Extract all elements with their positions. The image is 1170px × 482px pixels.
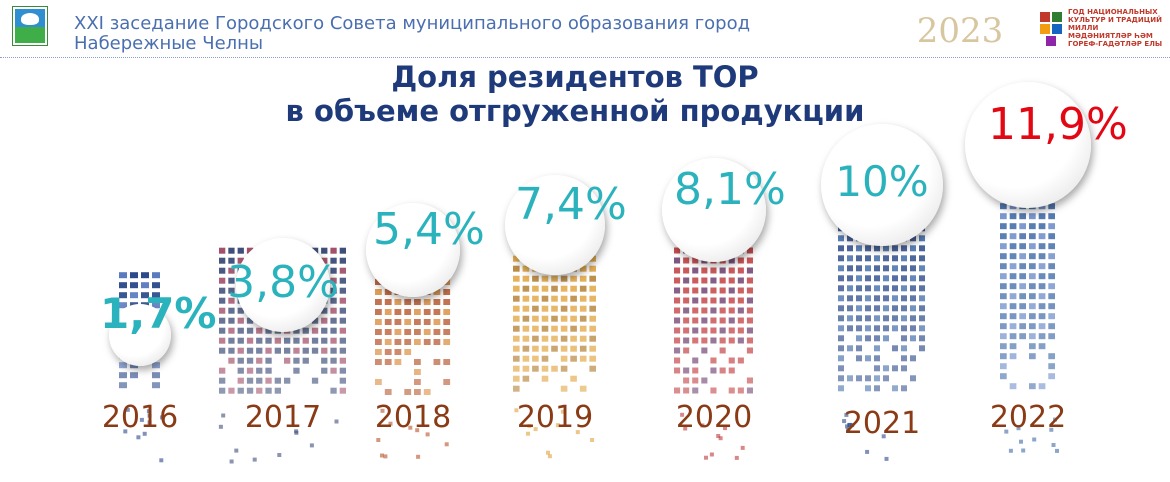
data-label-2022: 11,9% (988, 99, 1128, 150)
title-line-1: Доля резидентов ТОР (391, 60, 759, 94)
value-bubble-2020 (662, 158, 766, 262)
data-label-2021: 10% (835, 157, 929, 206)
value-bubble-2017 (236, 238, 330, 332)
header-divider (0, 57, 1170, 58)
header: XXI заседание Городского Совета муниципа… (0, 0, 1170, 58)
year-label-2019: 2019 (516, 400, 594, 435)
page-title: Доля резидентов ТОР в объеме отгруженной… (200, 60, 950, 128)
data-label-2018: 5,4% (373, 204, 485, 255)
year-label-2022: 2022 (989, 400, 1067, 435)
value-bubble-2018 (366, 203, 460, 297)
culture-year-text: ГОД НАЦИОНАЛЬНЫХ КУЛЬТУР И ТРАДИЦИЙ МИЛЛ… (1068, 8, 1163, 48)
data-label-2019: 7,4% (515, 179, 627, 230)
year-label-2016: 2016 (101, 400, 179, 435)
year-label-2021: 2021 (843, 406, 921, 441)
year-label-2020: 2020 (675, 400, 753, 435)
value-bubble-2019 (505, 175, 605, 275)
data-label-2020: 8,1% (674, 164, 786, 215)
year-2023-logo: 2023 (917, 11, 1004, 51)
value-bubble-2022 (965, 82, 1091, 208)
data-label-2017: 3,8% (227, 257, 339, 308)
year-label-2017: 2017 (244, 400, 322, 435)
header-text: XXI заседание Городского Совета муниципа… (74, 13, 751, 54)
title-line-2: в объеме отгруженной продукции (285, 94, 865, 128)
logo-2023-text: 2023 (917, 11, 1004, 51)
value-bubble-2016 (109, 304, 171, 366)
city-crest-logo (12, 6, 48, 46)
year-label-2018: 2018 (374, 400, 452, 435)
value-bubble-2021 (821, 124, 943, 246)
data-label-2016: 1,7% (100, 289, 217, 338)
culture-year-emblem-icon (1040, 12, 1062, 46)
